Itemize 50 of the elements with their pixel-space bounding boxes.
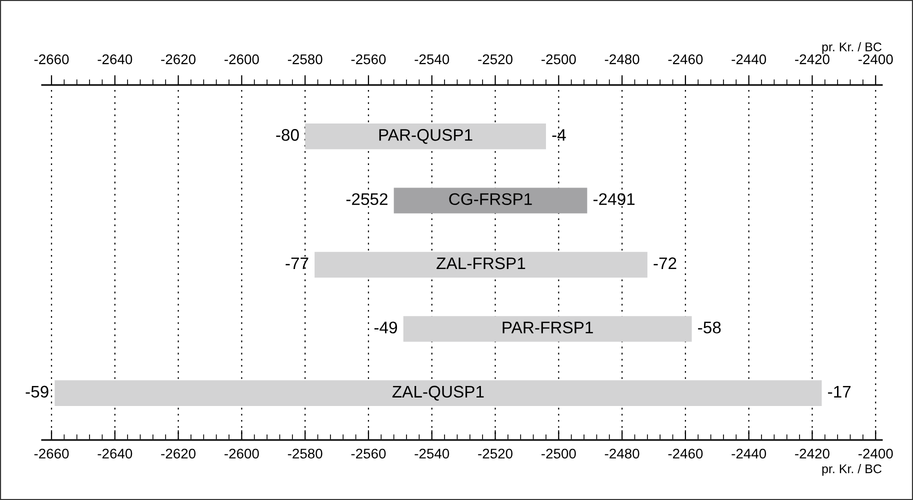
x2-tick-label: -2420 (795, 54, 830, 64)
x-tick-label: -2520 (478, 448, 512, 459)
bar (54, 380, 822, 406)
bar (305, 124, 546, 150)
x-tick-label: -2620 (161, 448, 196, 459)
annotation: -80 (276, 129, 299, 141)
x2-tick-label: -2400 (858, 54, 893, 64)
bar (394, 188, 588, 214)
annotation: -17 (828, 386, 851, 398)
x2-tick-label: -2460 (668, 54, 703, 64)
bar (314, 252, 648, 278)
x2-tick-label: -2660 (34, 54, 69, 64)
x2-tick-label: -2520 (478, 54, 512, 64)
x2-tick-label: -2480 (604, 54, 640, 64)
x2-tick-label: -2620 (161, 54, 196, 64)
y-tick-label: CG-FRSP1 (449, 193, 532, 206)
x-tick-label: -2580 (288, 448, 322, 459)
annotation: -2491 (593, 193, 635, 206)
annotation: -4 (552, 129, 566, 141)
annotation: -2552 (346, 193, 388, 206)
x2-tick-label: -2640 (98, 54, 132, 64)
bar (403, 316, 692, 342)
x-tick-label: -2600 (224, 448, 259, 459)
annotation: -72 (654, 257, 676, 270)
annotation: -49 (374, 322, 397, 334)
x-tick-label: -2480 (604, 448, 640, 459)
x2-tick-label: -2560 (351, 54, 386, 64)
y-tick-label: ZAL-FRSP1 (436, 257, 526, 270)
x2-axis-title: pr. Kr. / BC (822, 42, 882, 54)
x-tick-label: -2560 (351, 448, 386, 459)
y-tick-label: PAR-FRSP1 (502, 322, 593, 334)
y-tick-label: ZAL-QUSP1 (392, 386, 484, 401)
x-axis-title: pr. Kr. / BC (822, 464, 882, 476)
annotation: -58 (698, 322, 721, 334)
x-tick-label: -2660 (34, 448, 69, 459)
x2-tick-label: -2440 (732, 54, 766, 64)
x2-tick-label: -2500 (542, 54, 576, 64)
x-tick-label: -2400 (858, 448, 893, 459)
x-tick-label: -2440 (732, 448, 766, 459)
x-tick-label: -2540 (414, 448, 450, 459)
x2-tick-label: -2600 (224, 54, 259, 64)
x-tick-label: -2640 (98, 448, 132, 459)
annotation: -77 (286, 258, 308, 270)
x-tick-label: -2500 (542, 448, 576, 459)
y-tick-label: PAR-QUSP1 (379, 129, 472, 144)
x-tick-label: -2420 (795, 448, 830, 459)
x2-tick-label: -2540 (414, 54, 450, 64)
x2-tick-label: -2580 (288, 54, 322, 64)
x-tick-label: -2460 (668, 448, 703, 459)
annotation: -59 (26, 386, 48, 398)
